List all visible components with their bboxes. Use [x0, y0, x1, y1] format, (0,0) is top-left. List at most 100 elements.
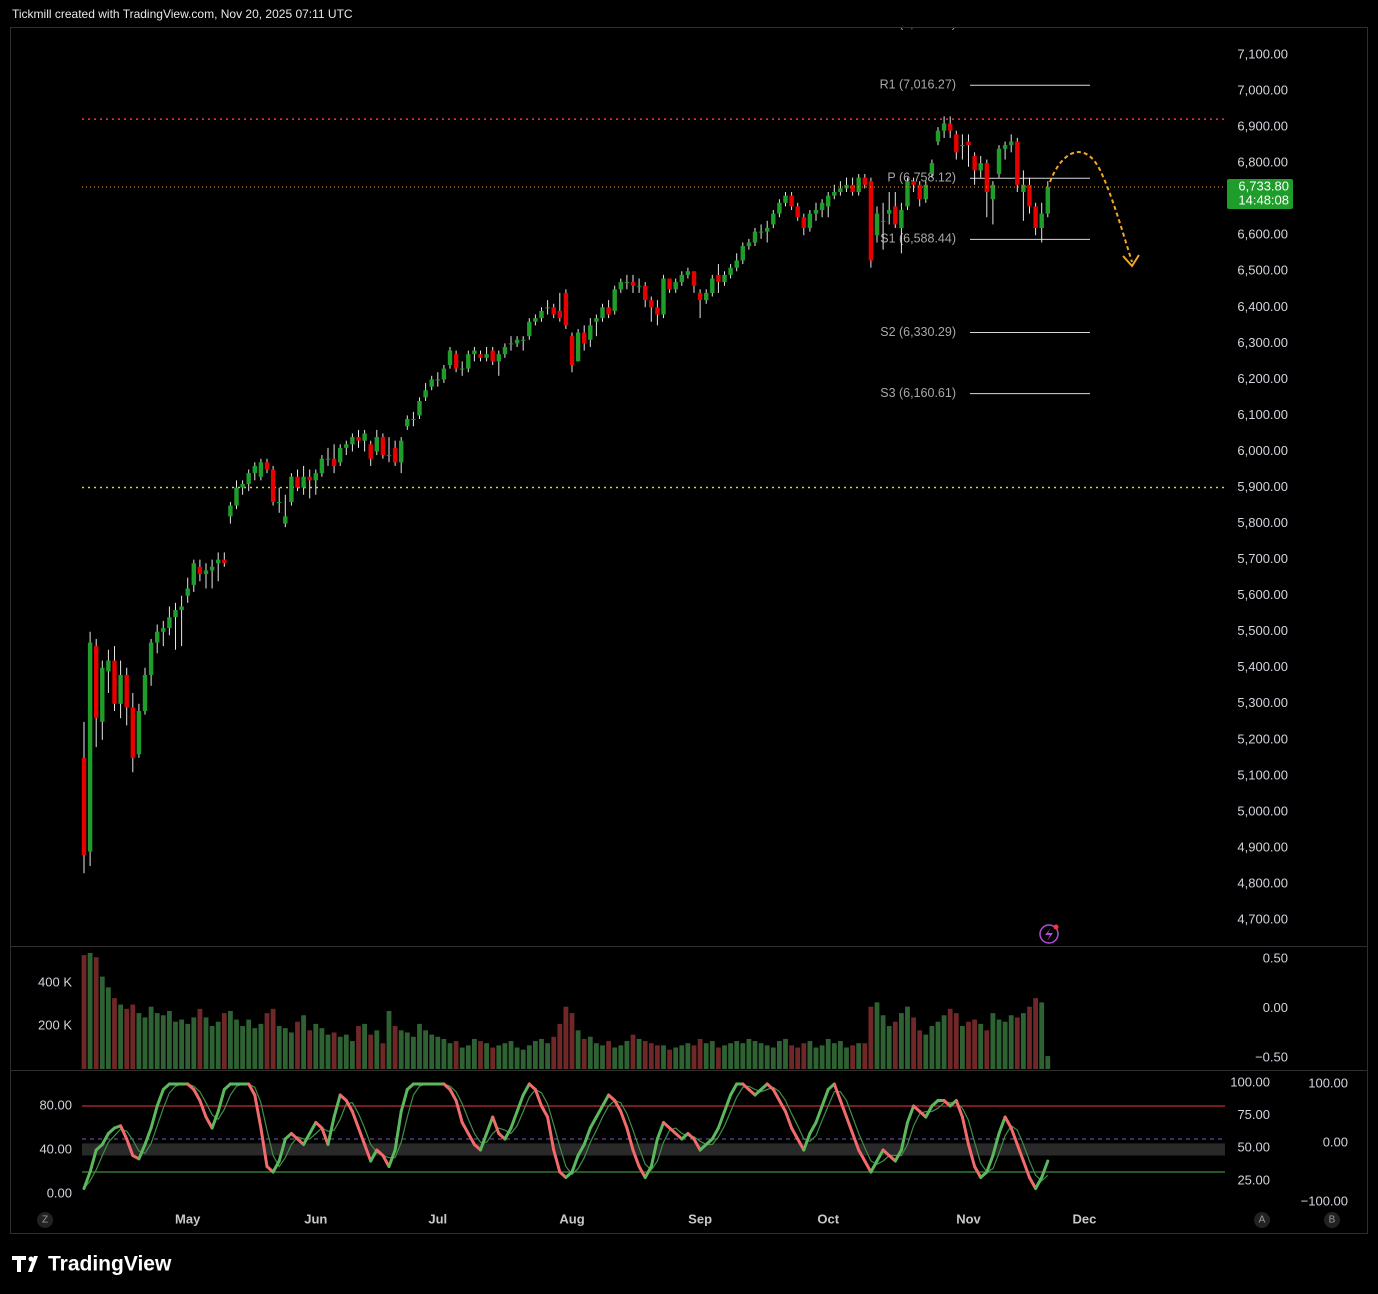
oscillator-segment: [119, 1124, 129, 1141]
oscillator-segment: [588, 1115, 598, 1130]
oscillator-segment: [198, 1098, 208, 1119]
candle-body: [911, 181, 916, 185]
oscillator-segment: [216, 1087, 226, 1114]
candle-body: [704, 292, 709, 301]
candle-body: [185, 588, 190, 596]
oscillator-segment: [143, 1126, 153, 1147]
candle-body: [508, 343, 514, 345]
oscillator-segment: [546, 1115, 556, 1152]
y-tick-label: 80.00: [39, 1097, 72, 1112]
candle-body: [222, 559, 227, 564]
oscillator-segment: [863, 1159, 873, 1174]
volume-bar: [87, 952, 93, 1069]
candle-body: [301, 476, 306, 488]
y-tick-label: 200 K: [38, 1017, 72, 1032]
candle-body: [441, 368, 447, 380]
x-tick-label: May: [175, 1211, 201, 1226]
volume-bar: [508, 1041, 514, 1069]
candle-body: [990, 184, 996, 200]
y-tick-label: 5,100.00: [1237, 767, 1288, 782]
candle-body: [557, 310, 562, 319]
volume-bar: [941, 1015, 947, 1069]
oscillator-segment: [991, 1132, 1001, 1158]
volume-bar: [758, 1043, 764, 1069]
oscillator-segment: [515, 1093, 525, 1114]
y-tick-label: 4,800.00: [1237, 875, 1288, 890]
y-tick-label: 400 K: [38, 974, 72, 989]
y-tick-label: 0.00: [1263, 1000, 1288, 1015]
y-tick-label: 4,700.00: [1237, 911, 1288, 926]
oscillator-segment: [253, 1093, 263, 1130]
oscillator-segment: [277, 1137, 287, 1163]
button-label[interactable]: Z: [42, 1215, 48, 1226]
oscillator-segment: [540, 1104, 550, 1119]
oscillator-segment: [875, 1148, 885, 1163]
volume-bar: [795, 1047, 801, 1069]
volume-bar: [295, 1021, 300, 1069]
candle-body: [472, 350, 477, 355]
oscillator-segment: [637, 1165, 647, 1180]
oscillator-segment: [363, 1143, 373, 1163]
oscillator-segment: [814, 1104, 824, 1125]
candle-body: [624, 282, 630, 284]
oscillator-segment: [771, 1087, 781, 1102]
volume-bar: [587, 1036, 593, 1069]
candle-body: [679, 274, 684, 283]
oscillator-segment: [784, 1110, 794, 1130]
candle-body: [868, 181, 874, 261]
candle-body: [801, 217, 806, 229]
volume-bar: [972, 1019, 977, 1069]
y-tick-label: 6,200.00: [1237, 371, 1288, 386]
event-icon[interactable]: [1039, 924, 1059, 944]
oscillator-segment: [308, 1121, 318, 1136]
volume-bar: [490, 1047, 496, 1069]
candle-body: [917, 184, 922, 200]
button-label[interactable]: B: [1329, 1215, 1336, 1226]
candle-body: [496, 354, 501, 362]
candle-body: [368, 444, 373, 459]
y-tick-label: −100.00: [1301, 1194, 1348, 1209]
oscillator-segment: [344, 1098, 354, 1114]
oscillator-segment: [716, 1110, 726, 1130]
y-tick-label: 5,500.00: [1237, 623, 1288, 638]
candle-body: [935, 130, 941, 142]
volume-bar: [240, 1026, 245, 1069]
volume-bar: [502, 1043, 508, 1069]
candle-body: [203, 570, 209, 575]
volume-bar: [221, 1013, 227, 1069]
volume-bar: [655, 1045, 660, 1069]
button-label[interactable]: A: [1259, 1215, 1266, 1226]
candle-body: [240, 483, 245, 488]
volume-bar: [118, 1004, 123, 1069]
candle-body: [173, 610, 178, 618]
candle-body: [325, 458, 331, 460]
volume-bar: [343, 1034, 349, 1069]
volume-bar: [990, 1013, 996, 1069]
candle-body: [1009, 141, 1014, 146]
volume-bar: [569, 1013, 575, 1069]
volume-bar: [520, 1049, 526, 1069]
candle-body: [960, 145, 965, 147]
oscillator-segment: [643, 1165, 653, 1180]
oscillator-segment: [485, 1115, 495, 1136]
volume-bar: [185, 1023, 191, 1069]
volume-bar: [533, 1041, 538, 1069]
volume-bar: [966, 1021, 971, 1069]
oscillator-segment: [259, 1126, 269, 1169]
button[interactable]: [37, 1212, 53, 1228]
candle-body: [429, 379, 434, 387]
candle-body: [295, 476, 300, 488]
oscillator-segment: [137, 1143, 147, 1161]
button[interactable]: [1324, 1212, 1340, 1228]
candle-body: [350, 437, 355, 445]
candle-body: [527, 321, 532, 337]
button[interactable]: [1254, 1212, 1270, 1228]
oscillator-segment: [832, 1082, 842, 1102]
candle-body: [923, 184, 928, 200]
volume-bar: [429, 1034, 435, 1069]
candle-body: [521, 339, 526, 341]
candle-body: [582, 332, 587, 344]
volume-bar: [93, 957, 99, 1069]
oscillator-segment: [521, 1082, 531, 1097]
